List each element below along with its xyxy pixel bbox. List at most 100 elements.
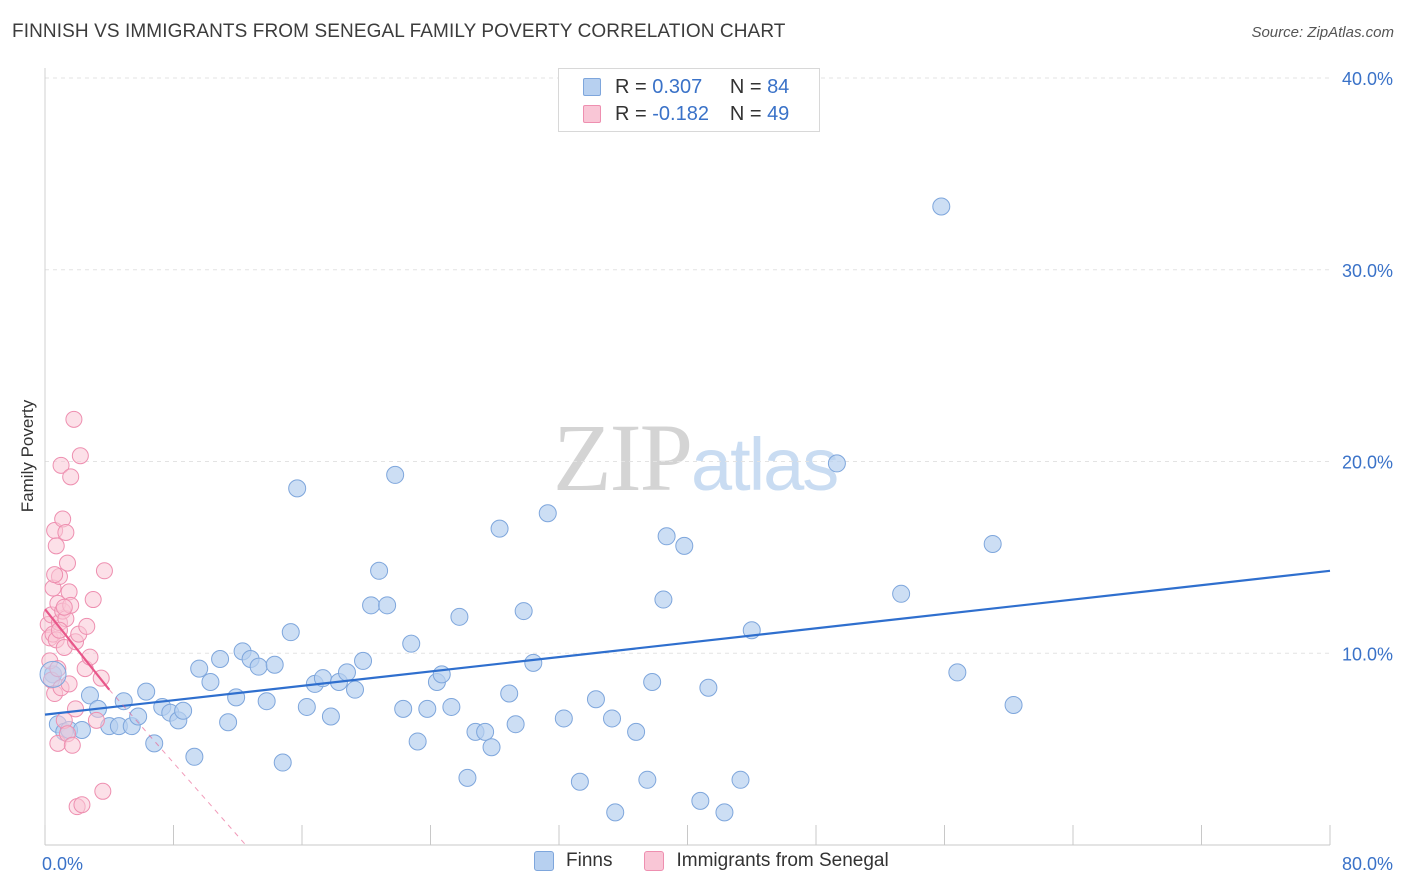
source-label: Source: ZipAtlas.com bbox=[1251, 24, 1394, 41]
finns-point-81 bbox=[948, 663, 967, 682]
finns-point-83 bbox=[1004, 696, 1023, 715]
finns-point-82 bbox=[983, 534, 1002, 553]
finns-point-37 bbox=[337, 663, 356, 682]
finns-point-65 bbox=[603, 709, 622, 728]
senegal-point-30 bbox=[63, 736, 81, 754]
senegal-point-24 bbox=[58, 554, 76, 572]
finns-point-44 bbox=[394, 699, 413, 718]
finns-point-12 bbox=[137, 682, 156, 701]
finns-point-19 bbox=[190, 659, 209, 678]
finns-point-35 bbox=[321, 707, 340, 726]
finns-point-67 bbox=[627, 722, 646, 741]
y-tick-label-1: 20.0% bbox=[1342, 453, 1393, 473]
finns-point-76 bbox=[731, 770, 750, 789]
senegal-point-48 bbox=[46, 566, 64, 584]
finns-point-52 bbox=[458, 768, 477, 787]
senegal-point-22 bbox=[57, 523, 75, 541]
finns-point-47 bbox=[418, 699, 437, 718]
finns-point-70 bbox=[654, 590, 673, 609]
finns-point-31 bbox=[288, 479, 307, 498]
finns-point-55 bbox=[482, 738, 501, 757]
legend-swatch-senegal bbox=[644, 851, 665, 871]
finns-point-68 bbox=[638, 770, 657, 789]
legend-n-value-senegal: 49 bbox=[767, 102, 790, 125]
finns-point-28 bbox=[265, 655, 284, 674]
finns-point-64 bbox=[586, 690, 605, 709]
legend-r-label: R = bbox=[615, 75, 647, 98]
legend-swatch-finns bbox=[583, 78, 601, 96]
finns-point-17 bbox=[174, 701, 193, 720]
series-legend: Finns Immigrants from Senegal bbox=[534, 850, 921, 872]
finns-point-75 bbox=[715, 803, 734, 822]
legend-label-finns: Finns bbox=[566, 850, 613, 871]
finns-point-74 bbox=[699, 678, 718, 697]
legend-row-senegal: R = -0.182 N = 49 bbox=[583, 101, 789, 127]
senegal-point-33 bbox=[67, 700, 85, 718]
senegal-point-45 bbox=[95, 562, 113, 580]
senegal-point-16 bbox=[52, 456, 70, 474]
legend-r-value-finns: 0.307 bbox=[652, 75, 703, 98]
finns-point-cluster bbox=[39, 660, 67, 688]
senegal-point-36 bbox=[71, 447, 89, 465]
finns-point-69 bbox=[643, 673, 662, 692]
finns-point-40 bbox=[362, 596, 381, 615]
senegal-point-42 bbox=[87, 711, 105, 729]
finns-point-73 bbox=[691, 791, 710, 810]
legend-n-label: N = bbox=[729, 102, 762, 125]
senegal-point-47 bbox=[55, 598, 73, 616]
finns-point-62 bbox=[554, 709, 573, 728]
finns-point-11 bbox=[129, 707, 148, 726]
finns-point-79 bbox=[892, 584, 911, 603]
legend-swatch-finns bbox=[534, 851, 554, 871]
finns-point-21 bbox=[211, 650, 230, 669]
y-tick-label-2: 30.0% bbox=[1342, 261, 1393, 281]
finns-point-63 bbox=[570, 772, 589, 791]
finns-point-18 bbox=[185, 747, 204, 766]
finns-point-51 bbox=[450, 607, 469, 626]
legend-swatch-senegal bbox=[583, 105, 601, 123]
finns-point-26 bbox=[249, 657, 268, 676]
finns-point-29 bbox=[273, 753, 292, 772]
finns-point-71 bbox=[657, 527, 676, 546]
senegal-point-44 bbox=[94, 782, 112, 800]
legend-item-senegal[interactable]: Immigrants from Senegal bbox=[644, 850, 889, 872]
finns-point-50 bbox=[442, 697, 461, 716]
finns-point-61 bbox=[538, 504, 557, 523]
finns-point-80 bbox=[932, 197, 951, 216]
finns-point-22 bbox=[219, 713, 238, 732]
senegal-point-39 bbox=[78, 617, 96, 635]
finns-point-42 bbox=[378, 596, 397, 615]
finns-point-23 bbox=[227, 688, 246, 707]
finns-point-66 bbox=[606, 803, 625, 822]
finns-point-20 bbox=[201, 673, 220, 692]
finns-point-56 bbox=[490, 519, 509, 538]
finns-point-54 bbox=[476, 722, 495, 741]
correlation-legend: R = 0.307 N = 84 R = -0.182 N = 49 bbox=[558, 68, 820, 132]
finns-point-60 bbox=[524, 653, 543, 672]
legend-r-value-senegal: -0.182 bbox=[652, 102, 709, 125]
finns-point-57 bbox=[500, 684, 519, 703]
finns-point-32 bbox=[297, 697, 316, 716]
senegal-point-37 bbox=[73, 796, 91, 814]
legend-item-finns[interactable]: Finns bbox=[534, 850, 612, 872]
y-tick-label-0: 10.0% bbox=[1342, 644, 1393, 664]
senegal-point-9 bbox=[47, 537, 65, 555]
legend-row-finns: R = 0.307 N = 84 bbox=[583, 74, 789, 100]
chart-title: FINNISH VS IMMIGRANTS FROM SENEGAL FAMIL… bbox=[12, 21, 786, 42]
finns-point-41 bbox=[370, 561, 389, 580]
finns-point-38 bbox=[346, 680, 365, 699]
finns-point-78 bbox=[827, 454, 846, 473]
finns-point-39 bbox=[354, 651, 373, 670]
finns-point-27 bbox=[257, 692, 276, 711]
y-axis-label: Family Poverty bbox=[18, 399, 37, 513]
finns-point-59 bbox=[514, 602, 533, 621]
finns-point-72 bbox=[675, 536, 694, 555]
legend-n-value-finns: 84 bbox=[767, 75, 790, 98]
finns-trend-line bbox=[44, 569, 1331, 716]
watermark-atlas: atlas bbox=[691, 423, 839, 506]
finns-point-5 bbox=[80, 686, 99, 705]
finns-point-45 bbox=[402, 634, 421, 653]
finns-point-49 bbox=[432, 665, 451, 684]
senegal-trend-extension bbox=[108, 689, 247, 846]
